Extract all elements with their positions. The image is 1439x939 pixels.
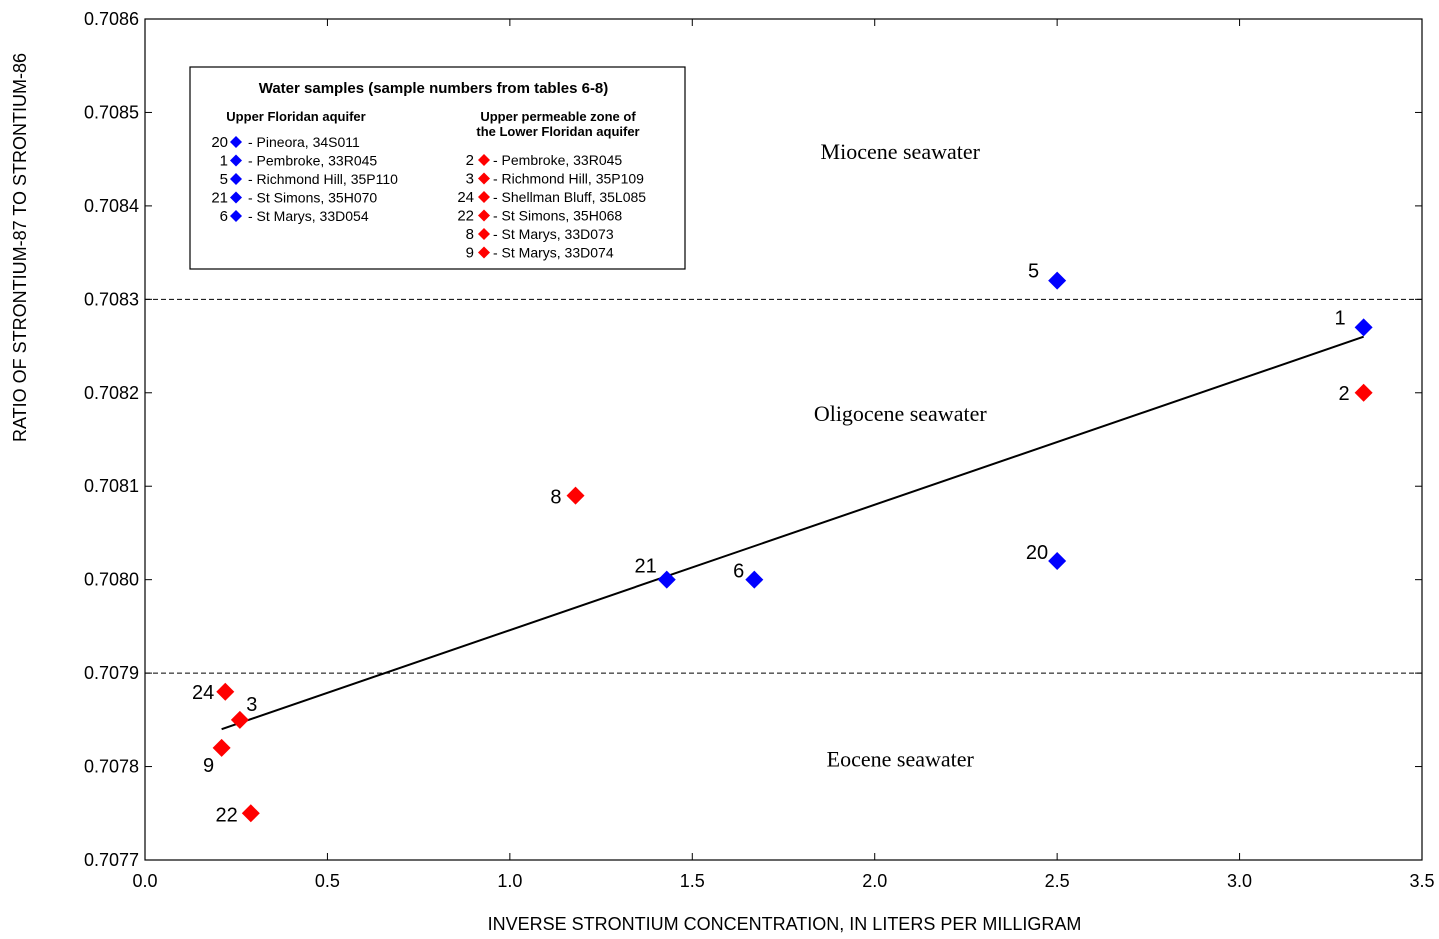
reference-lines	[145, 298, 1422, 674]
data-point-marker	[241, 804, 260, 823]
legend-entry-label: - Pembroke, 33R045	[248, 153, 377, 169]
region-labels: Miocene seawater Oligocene seawater Eocene…	[814, 139, 988, 771]
legend-entry-label: - St Simons, 35H068	[493, 208, 622, 224]
legend-entry-marker	[230, 210, 242, 222]
legend-entry-marker	[478, 209, 490, 222]
y-tick-label: 0.7080	[84, 570, 139, 590]
x-tick-label: 0.5	[315, 871, 340, 891]
data-point-marker	[230, 710, 249, 729]
legend-entry-number: 9	[466, 245, 474, 262]
legend-entry-marker	[478, 154, 490, 166]
data-point-marker	[216, 682, 235, 701]
region-label: Eocene seawater	[827, 747, 975, 772]
y-tick-label: 0.7079	[84, 663, 139, 683]
y-tick-label: 0.7081	[84, 476, 139, 496]
legend: Water samples (sample numbers from table…	[189, 66, 686, 270]
y-tick-label: 0.7084	[84, 196, 139, 216]
data-points: 5 1 21 6 20 2 8 24 3 9 22	[192, 261, 1373, 826]
legend-entry-label: - Pembroke, 33R045	[493, 152, 622, 168]
legend-group-heading: the Lower Floridan aquifer	[476, 124, 639, 139]
legend-entry-marker	[478, 191, 490, 203]
legend-entry-number: 5	[220, 171, 228, 188]
legend-entry-label: - St Marys, 33D054	[248, 208, 369, 224]
legend-box	[189, 66, 686, 270]
x-axis-title: INVERSE STRONTIUM CONCENTRATION, IN LITE…	[487, 914, 1082, 934]
legend-entry-marker	[230, 154, 242, 167]
data-point-label: 20	[1026, 542, 1048, 564]
legend-entry-label: - Richmond Hill, 35P109	[493, 171, 644, 187]
legend-entry-marker	[478, 172, 490, 185]
y-axis-title: RATIO OF STRONTIUM-87 TO STRONTIUM-86	[10, 52, 30, 442]
data-point-marker	[212, 738, 231, 757]
data-point-label: 8	[550, 487, 561, 509]
trend-line-group	[221, 335, 1364, 731]
x-tick-label: 0.0	[132, 871, 157, 891]
y-tick-label: 0.7078	[84, 757, 139, 777]
data-point-label: 2	[1338, 383, 1349, 405]
legend-entry-marker	[478, 228, 490, 240]
data-point-label: 5	[1028, 261, 1039, 283]
x-tick-label: 3.5	[1409, 871, 1434, 891]
x-tick-label: 1.0	[497, 871, 522, 891]
legend-entry-number: 6	[220, 208, 228, 225]
data-point-marker	[1354, 318, 1373, 337]
legend-entry-number: 24	[457, 189, 474, 206]
x-tick-label: 3.0	[1227, 871, 1252, 891]
legend-entry-label: - Shellman Bluff, 35L085	[493, 189, 646, 205]
legend-entry-number: 8	[466, 226, 474, 243]
data-point-label: 6	[733, 561, 744, 583]
legend-entry-number: 1	[220, 153, 228, 170]
data-point-label: 21	[634, 556, 656, 578]
x-tick-label: 2.5	[1045, 871, 1070, 891]
y-tick-label: 0.7082	[84, 383, 139, 403]
axes: 0.0 0.5 1.0 1.5 2.0 2.5 3.0 3.5 0.7077 0.7078 0.70…	[84, 9, 1435, 891]
x-tick-label: 1.5	[680, 871, 705, 891]
legend-group-heading: Upper permeable zone of	[480, 109, 636, 124]
data-point-label: 9	[203, 755, 214, 777]
legend-entry-number: 20	[211, 134, 228, 151]
x-tick-label: 2.0	[862, 871, 887, 891]
y-tick-label: 0.7083	[84, 289, 139, 309]
y-tick-label: 0.7077	[84, 850, 139, 870]
region-label: Miocene seawater	[821, 139, 981, 164]
region-label: Oligocene seawater	[814, 401, 988, 426]
legend-entry-marker	[478, 246, 490, 259]
plot-frame	[144, 18, 1423, 861]
y-tick-label: 0.7086	[84, 9, 139, 29]
legend-entry-label: - St Marys, 33D074	[493, 245, 614, 261]
legend-entry-number: 22	[457, 208, 474, 225]
data-point-label: 3	[246, 694, 257, 716]
legend-entry-marker	[230, 173, 242, 185]
legend-entry-label: - St Simons, 35H070	[248, 190, 377, 206]
data-point-label: 22	[216, 804, 238, 826]
data-point-marker	[566, 486, 585, 505]
y-tick-label: 0.7085	[84, 102, 139, 122]
legend-entry-number: 21	[211, 190, 228, 207]
data-point-label: 1	[1334, 307, 1345, 329]
legend-entry-number: 2	[466, 152, 474, 169]
data-point-label: 24	[192, 682, 214, 704]
legend-entry-number: 3	[466, 171, 474, 188]
data-point-marker	[1354, 383, 1373, 402]
data-point-marker	[745, 570, 764, 589]
data-point-marker	[1048, 271, 1067, 290]
legend-group-heading: Upper Floridan aquifer	[226, 109, 365, 124]
data-point-marker	[1048, 551, 1067, 570]
legend-entry-marker	[230, 191, 242, 204]
legend-entry-label: - St Marys, 33D073	[493, 226, 614, 242]
trend-line	[221, 335, 1364, 731]
legend-title: Water samples (sample numbers from table…	[259, 80, 609, 97]
data-point-marker	[657, 570, 676, 589]
legend-entry-label: - Pineora, 34S011	[248, 134, 360, 150]
legend-entry-label: - Richmond Hill, 35P110	[248, 171, 398, 187]
legend-entry-marker	[230, 136, 242, 148]
